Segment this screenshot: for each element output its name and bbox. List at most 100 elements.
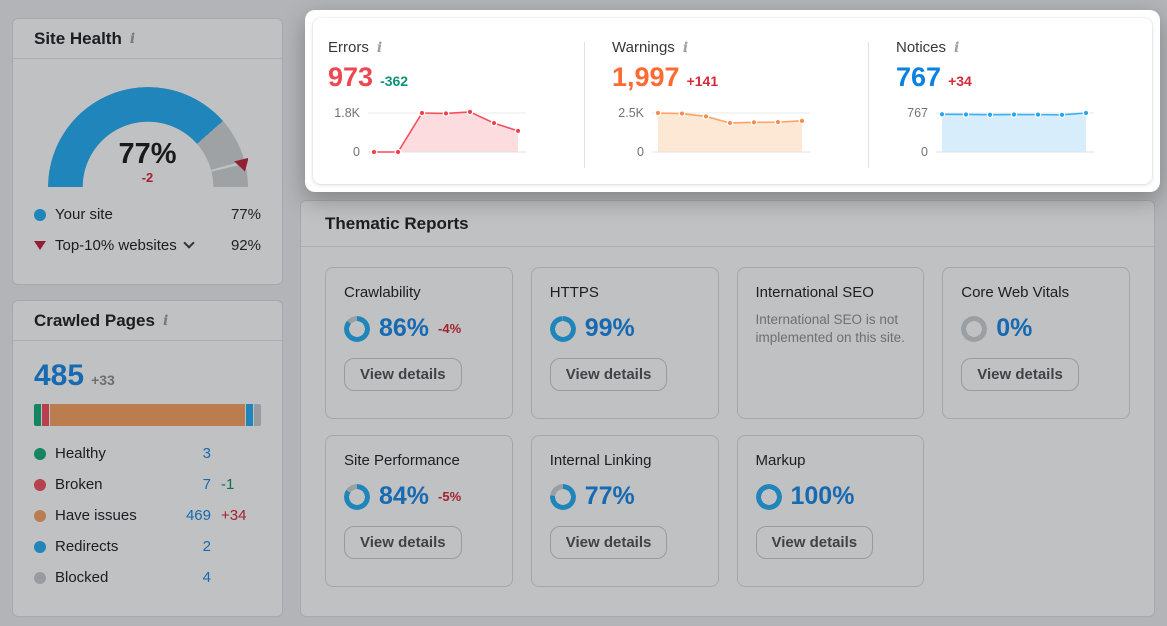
y-axis-labels: 767 0 <box>896 104 936 160</box>
info-icon[interactable]: i <box>376 39 383 56</box>
report-score: 84% <box>379 482 430 510</box>
report-score: 77% <box>584 482 635 510</box>
issue-delta: +34 <box>948 73 972 89</box>
issue-value-row: 1,997 +141 <box>612 62 860 92</box>
spotlight-highlight: Errors i 973 -362 1.8K 0 Warnings i 1,997 +141 2.5… <box>305 10 1160 192</box>
view-details-button[interactable]: View details <box>549 526 668 559</box>
progress-ring-icon <box>549 315 576 342</box>
issues-dot-icon <box>34 509 46 522</box>
legend-row-blocked[interactable]: Blocked 4 <box>34 562 261 593</box>
report-score: 100% <box>790 482 855 510</box>
view-details-button[interactable]: View details <box>344 358 462 391</box>
report-score-row: 0% <box>961 314 1111 343</box>
issue-value-row: 767 +34 <box>896 62 1144 92</box>
thematic-cards-grid: Crawlability 86% -4% View details HTTPS 99% Vi… <box>301 247 1154 607</box>
red-triangle-icon <box>34 241 46 250</box>
report-card-internal-linking: Internal Linking 77% View details <box>530 435 719 587</box>
crawled-pages-legend: Healthy 3 Broken 7 -1 Have issues 469 +34 Redire… <box>34 438 261 593</box>
panel-title: Crawled Pages <box>34 310 155 330</box>
panel-title: Site Health <box>34 28 122 48</box>
legend-row-healthy[interactable]: Healthy 3 <box>34 438 261 469</box>
issue-chart-warnings: 2.5K 0 <box>612 104 860 160</box>
report-card-title: Internal Linking <box>549 452 652 469</box>
legend-label: Redirects <box>55 538 119 555</box>
issue-title: Warnings <box>612 39 675 56</box>
legend-label: Broken <box>55 476 103 493</box>
report-score-row: 100% <box>755 482 906 511</box>
report-card-markup: Markup 100% View details <box>736 435 925 587</box>
progress-ring-icon <box>549 483 576 510</box>
issue-delta: -362 <box>380 73 409 89</box>
report-card-crawlability: Crawlability 86% -4% View details <box>325 267 513 419</box>
y-axis-labels: 2.5K 0 <box>612 104 652 160</box>
info-icon[interactable]: i <box>954 39 960 56</box>
crawled-total: 485 <box>34 359 85 392</box>
info-icon[interactable]: i <box>682 39 689 56</box>
sparkline-warnings <box>652 110 810 153</box>
legend-row-your-site[interactable]: Your site 77% <box>13 199 282 230</box>
legend-value: 77% <box>230 206 261 223</box>
legend-label: Top-10% websites <box>55 237 177 254</box>
progress-ring-icon <box>961 315 988 342</box>
thematic-reports-panel: Thematic Reports Crawlability 86% -4% View … <box>300 200 1155 617</box>
y-axis-top-label: 767 <box>907 106 928 121</box>
report-card-international-seo: International SEO International SEO is no… <box>736 267 925 419</box>
issue-count: 767 <box>896 62 942 92</box>
issue-title-row: Errors i <box>328 39 576 56</box>
site-health-gauge: 77% -2 <box>47 87 248 187</box>
report-score-delta: -4% <box>438 321 462 336</box>
blue-dot-icon <box>34 208 46 221</box>
legend-row-broken[interactable]: Broken 7 -1 <box>34 469 261 500</box>
report-card-title: Markup <box>755 452 806 469</box>
progress-ring-icon <box>344 315 370 342</box>
info-icon[interactable]: i <box>129 30 136 47</box>
view-details-button[interactable]: View details <box>755 526 874 559</box>
crawled-total-row: 485 +33 <box>34 361 261 391</box>
legend-label: Your site <box>55 206 113 223</box>
site-health-panel: Site Health i 77% -2 Your site 77% Top-10%… <box>12 18 283 285</box>
legend-value[interactable]: 7 <box>202 476 211 493</box>
issue-title-row: Notices i <box>896 39 1144 56</box>
health-score: 77% <box>118 138 177 170</box>
bar-segment-healthy <box>34 404 41 426</box>
legend-label: Healthy <box>55 445 106 462</box>
legend-value[interactable]: 4 <box>202 569 211 586</box>
view-details-button[interactable]: View details <box>549 358 668 391</box>
report-card-title: Site Performance <box>344 452 460 469</box>
progress-ring-icon <box>755 483 782 510</box>
y-axis-zero-label: 0 <box>353 145 360 160</box>
issue-chart-errors: 1.8K 0 <box>328 104 576 160</box>
panel-title: Thematic Reports <box>325 213 469 233</box>
y-axis-zero-label: 0 <box>637 145 644 160</box>
y-axis-zero-label: 0 <box>921 145 928 160</box>
legend-delta: -1 <box>221 476 235 493</box>
issue-chart-notices: 767 0 <box>896 104 1144 160</box>
legend-value[interactable]: 2 <box>202 538 211 555</box>
healthy-dot-icon <box>34 447 46 460</box>
issue-title: Notices <box>896 39 947 56</box>
info-icon[interactable]: i <box>162 312 169 329</box>
legend-value[interactable]: 469 <box>185 507 211 524</box>
report-score-row: 99% <box>549 314 700 343</box>
legend-label: Have issues <box>55 507 137 524</box>
issue-section-warnings: Warnings i 1,997 +141 2.5K 0 <box>585 18 868 184</box>
legend-value[interactable]: 3 <box>202 445 211 462</box>
legend-value: 92% <box>230 237 261 254</box>
report-score: 99% <box>584 314 635 342</box>
section-divider <box>584 42 585 168</box>
legend-row-top-10-websites[interactable]: Top-10% websites 92% <box>13 230 282 261</box>
sparkline-notices <box>936 110 1094 153</box>
legend-row-have-issues[interactable]: Have issues 469 +34 <box>34 500 261 531</box>
report-card-core-web-vitals: Core Web Vitals 0% View details <box>942 267 1130 419</box>
blocked-dot-icon <box>34 571 46 584</box>
report-card-message: International SEO is not implemented on … <box>755 312 905 346</box>
view-details-button[interactable]: View details <box>344 526 462 559</box>
view-details-button[interactable]: View details <box>961 358 1079 391</box>
report-score: 86% <box>379 314 430 342</box>
issues-summary-card: Errors i 973 -362 1.8K 0 Warnings i 1,997 +141 2.5… <box>313 18 1152 184</box>
report-card-site-performance: Site Performance 84% -5% View details <box>325 435 513 587</box>
y-axis-top-label: 2.5K <box>618 106 644 121</box>
legend-row-redirects[interactable]: Redirects 2 <box>34 531 261 562</box>
issue-count: 1,997 <box>612 62 680 92</box>
report-score: 0% <box>996 314 1033 342</box>
